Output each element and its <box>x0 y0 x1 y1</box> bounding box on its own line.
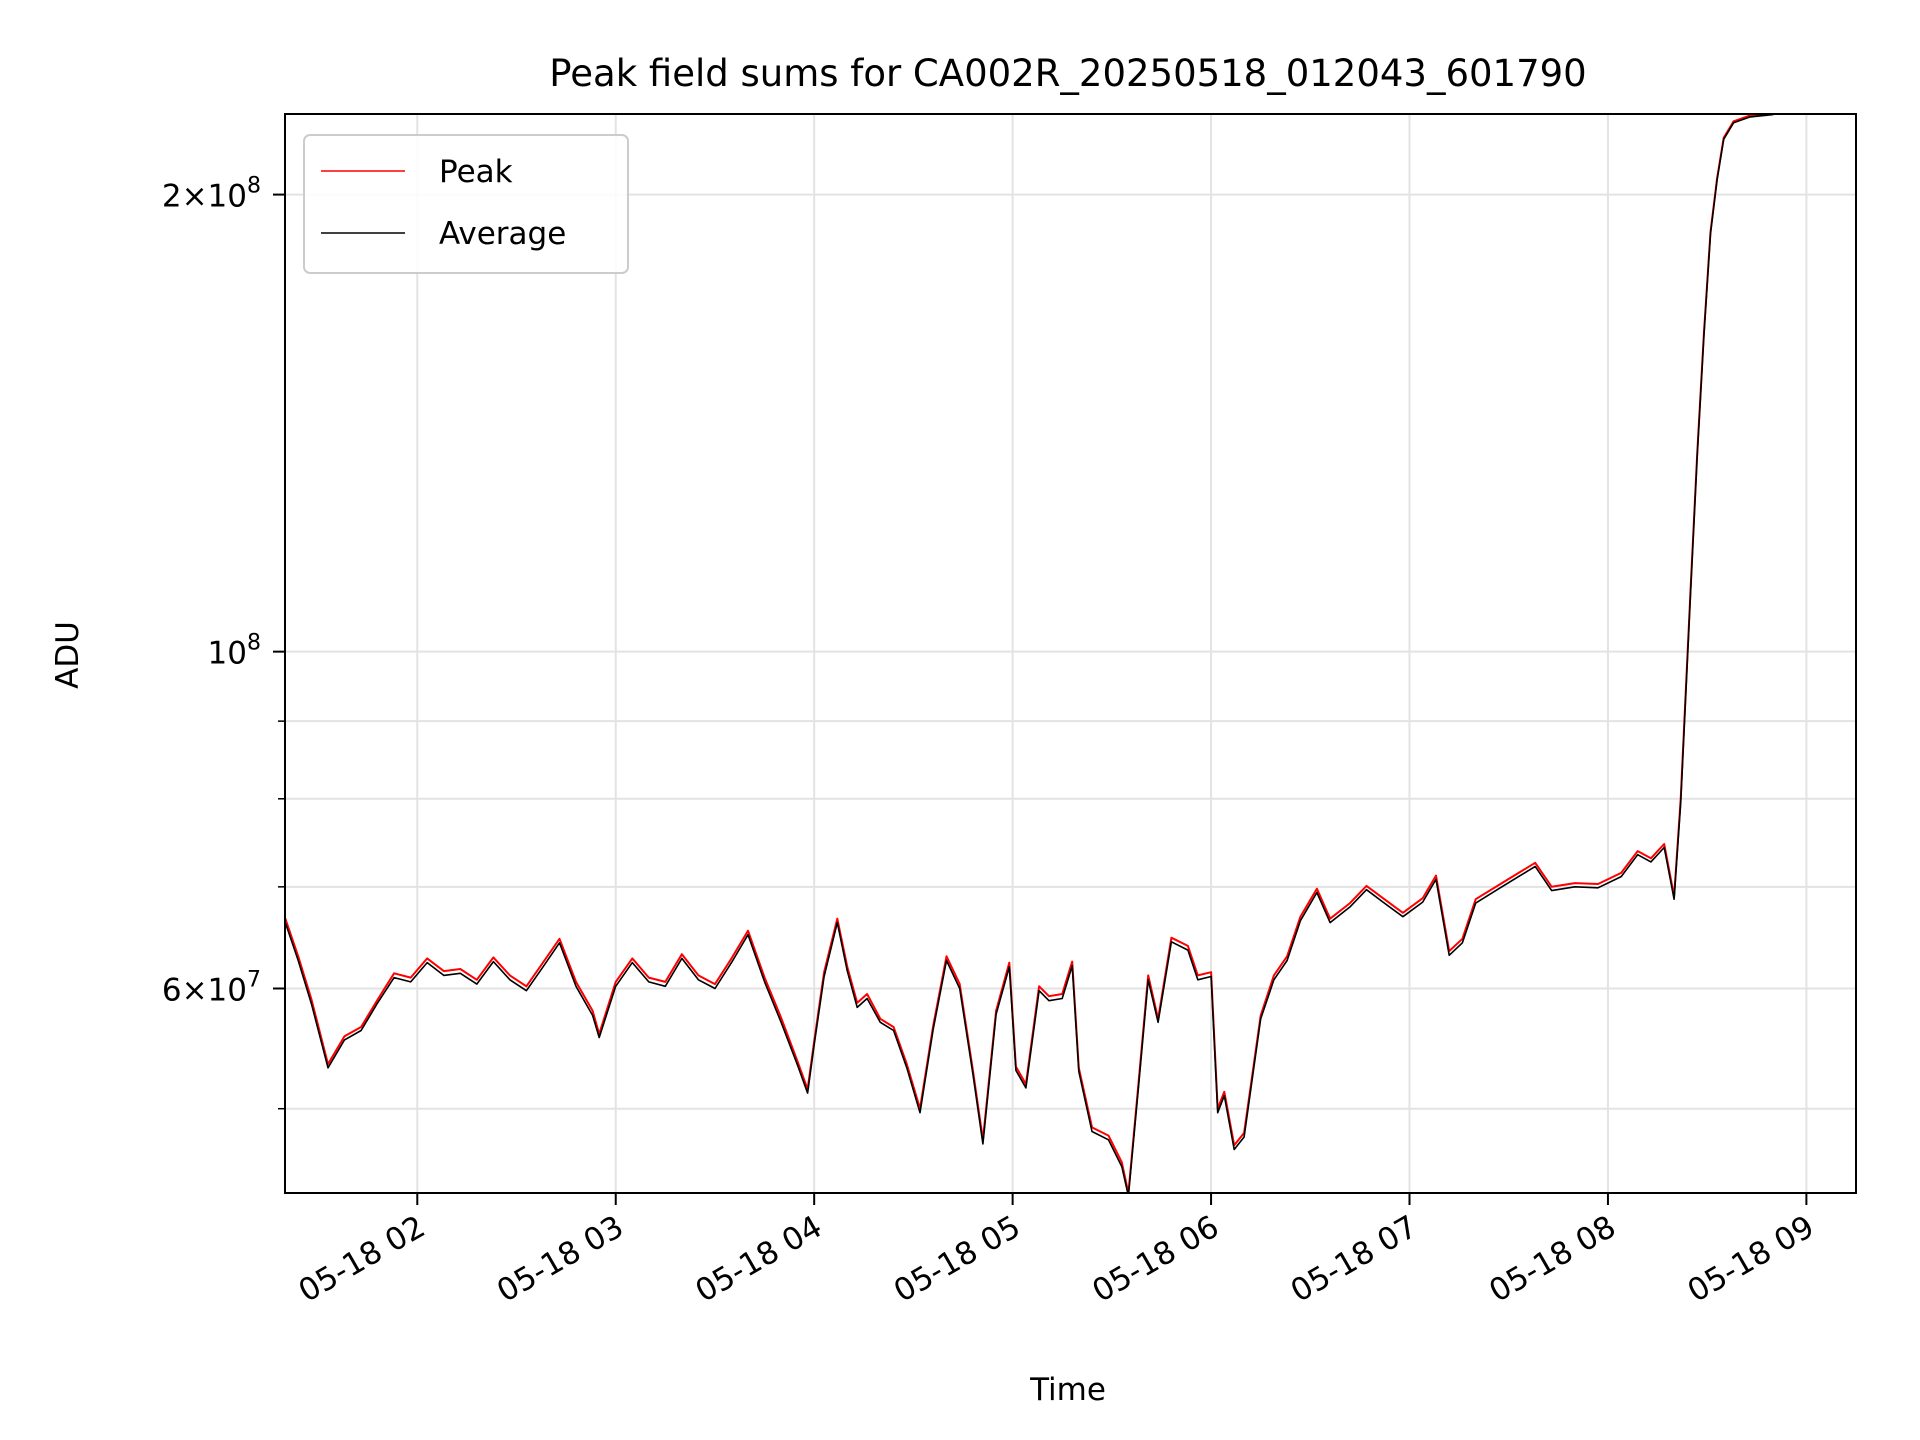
plot-frame <box>284 113 1857 1194</box>
y-axis-label: ADU <box>50 621 86 689</box>
series-line-peak <box>285 114 1774 1193</box>
y-tick-label: 6×107 <box>162 967 261 1008</box>
legend-box <box>303 134 629 274</box>
series-lines <box>285 114 1774 1193</box>
y-tick-label: 108 <box>208 631 261 672</box>
y-axis: 6×107 108 2×108 <box>162 174 285 1110</box>
legend: Peak Average <box>303 134 629 274</box>
series-line-average <box>285 114 1774 1193</box>
x-axis-label: Time <box>1029 1372 1106 1408</box>
y-tick-label: 2×108 <box>162 174 261 215</box>
chart-title: Peak field sums for CA002R_20250518_0120… <box>549 52 1586 95</box>
legend-label-average: Average <box>439 216 566 252</box>
legend-label-peak: Peak <box>439 154 513 190</box>
